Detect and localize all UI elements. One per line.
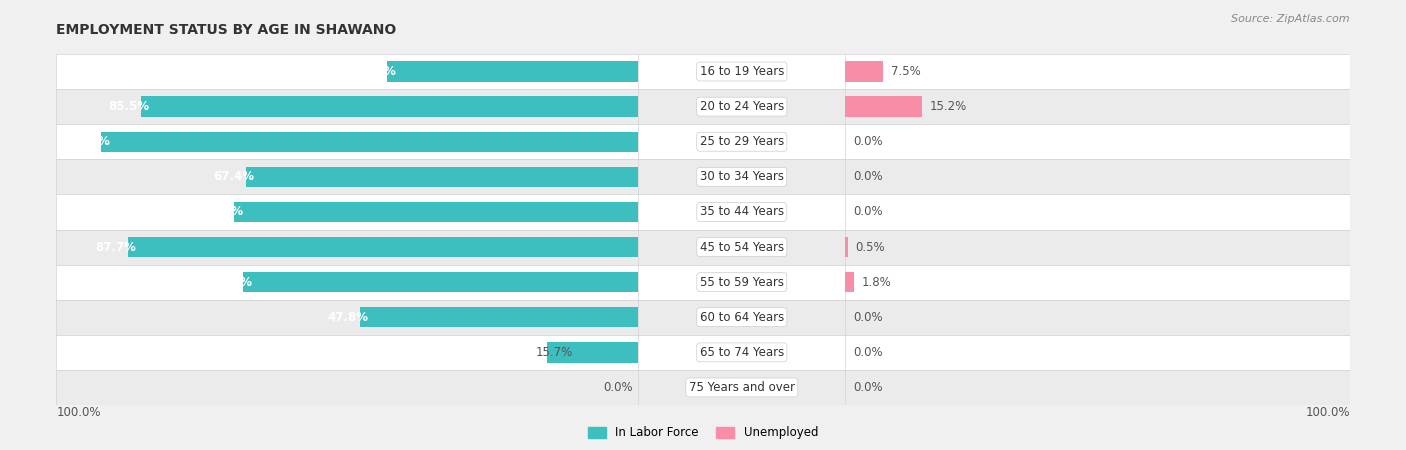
Bar bbox=[388, 61, 638, 82]
Text: 30 to 34 Years: 30 to 34 Years bbox=[700, 171, 783, 183]
Bar bbox=[638, 265, 845, 300]
Bar bbox=[845, 89, 1350, 124]
Bar bbox=[638, 370, 845, 405]
Text: 0.0%: 0.0% bbox=[853, 346, 883, 359]
Text: 20 to 24 Years: 20 to 24 Years bbox=[700, 100, 785, 113]
Bar bbox=[845, 300, 1350, 335]
Bar bbox=[845, 265, 1350, 300]
Text: 75 Years and over: 75 Years and over bbox=[689, 381, 794, 394]
Bar bbox=[638, 159, 845, 194]
Text: 67.9%: 67.9% bbox=[211, 276, 252, 288]
Text: 100.0%: 100.0% bbox=[56, 406, 101, 419]
Bar bbox=[243, 272, 638, 292]
Text: 15.7%: 15.7% bbox=[536, 346, 572, 359]
Text: 7.5%: 7.5% bbox=[890, 65, 921, 78]
Text: 92.3%: 92.3% bbox=[69, 135, 110, 148]
Bar bbox=[101, 131, 638, 152]
Bar bbox=[845, 370, 1350, 405]
Bar bbox=[845, 272, 855, 292]
Bar bbox=[128, 237, 638, 257]
Bar bbox=[360, 307, 638, 328]
Bar bbox=[56, 194, 638, 230]
Bar bbox=[638, 89, 845, 124]
Text: Source: ZipAtlas.com: Source: ZipAtlas.com bbox=[1232, 14, 1350, 23]
Bar bbox=[845, 335, 1350, 370]
Text: 87.7%: 87.7% bbox=[96, 241, 136, 253]
Bar bbox=[845, 96, 922, 117]
Text: 0.0%: 0.0% bbox=[853, 381, 883, 394]
Text: 0.0%: 0.0% bbox=[853, 135, 883, 148]
Text: 0.0%: 0.0% bbox=[853, 311, 883, 324]
Bar bbox=[56, 300, 638, 335]
Text: 55 to 59 Years: 55 to 59 Years bbox=[700, 276, 783, 288]
Bar bbox=[845, 61, 883, 82]
Text: 0.5%: 0.5% bbox=[855, 241, 884, 253]
Text: 0.0%: 0.0% bbox=[853, 206, 883, 218]
Text: 45 to 54 Years: 45 to 54 Years bbox=[700, 241, 785, 253]
Bar bbox=[141, 96, 638, 117]
Text: 25 to 29 Years: 25 to 29 Years bbox=[700, 135, 785, 148]
Text: 16 to 19 Years: 16 to 19 Years bbox=[700, 65, 785, 78]
Bar bbox=[56, 54, 638, 89]
Text: 1.8%: 1.8% bbox=[862, 276, 891, 288]
Bar bbox=[638, 230, 845, 265]
Bar bbox=[56, 89, 638, 124]
Bar bbox=[638, 300, 845, 335]
Bar bbox=[845, 159, 1350, 194]
Text: 0.0%: 0.0% bbox=[603, 381, 633, 394]
Bar bbox=[56, 159, 638, 194]
Bar bbox=[638, 54, 845, 89]
Text: 67.4%: 67.4% bbox=[214, 171, 254, 183]
Text: 47.8%: 47.8% bbox=[328, 311, 368, 324]
Bar bbox=[638, 124, 845, 159]
Bar bbox=[845, 237, 848, 257]
Legend: In Labor Force, Unemployed: In Labor Force, Unemployed bbox=[583, 422, 823, 444]
Text: 15.2%: 15.2% bbox=[929, 100, 967, 113]
Text: 100.0%: 100.0% bbox=[1305, 406, 1350, 419]
Bar bbox=[56, 265, 638, 300]
Text: 69.4%: 69.4% bbox=[202, 206, 243, 218]
Bar bbox=[56, 230, 638, 265]
Text: 85.5%: 85.5% bbox=[108, 100, 149, 113]
Text: 65 to 74 Years: 65 to 74 Years bbox=[700, 346, 785, 359]
Bar bbox=[246, 166, 638, 187]
Bar bbox=[638, 194, 845, 230]
Bar bbox=[845, 194, 1350, 230]
Text: 43.1%: 43.1% bbox=[356, 65, 396, 78]
Bar bbox=[845, 124, 1350, 159]
Bar bbox=[56, 335, 638, 370]
Text: EMPLOYMENT STATUS BY AGE IN SHAWANO: EMPLOYMENT STATUS BY AGE IN SHAWANO bbox=[56, 22, 396, 36]
Bar bbox=[845, 54, 1350, 89]
Text: 60 to 64 Years: 60 to 64 Years bbox=[700, 311, 785, 324]
Bar bbox=[235, 202, 638, 222]
Bar bbox=[547, 342, 638, 363]
Bar bbox=[56, 124, 638, 159]
Text: 0.0%: 0.0% bbox=[853, 171, 883, 183]
Bar bbox=[845, 230, 1350, 265]
Text: 35 to 44 Years: 35 to 44 Years bbox=[700, 206, 785, 218]
Bar bbox=[638, 335, 845, 370]
Bar bbox=[56, 370, 638, 405]
